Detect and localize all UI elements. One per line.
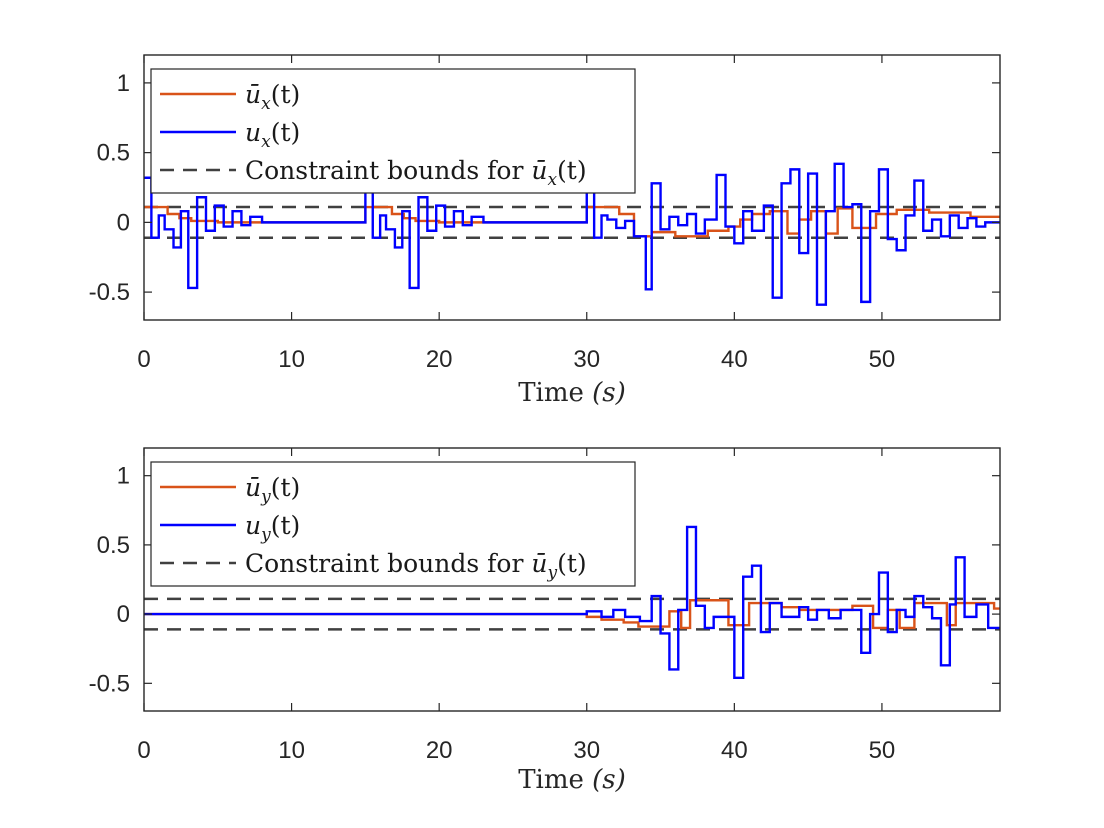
bottom-ytick-label: -0.5 — [89, 670, 130, 697]
top-legend-label-actual: ux(t) — [245, 118, 300, 152]
top-ytick-label: 1 — [117, 70, 130, 97]
bottom-ytick-label: 1 — [117, 463, 130, 490]
bottom-series-actual-line — [144, 525, 1000, 679]
bottom-xtick-label: 20 — [426, 737, 453, 764]
bottom-legend: ūy(t) uy(t) Constraint bounds for ūy(t) — [150, 461, 636, 587]
bottom-xlabel: Time (s) — [518, 765, 626, 795]
top-xtick-label: 10 — [278, 346, 305, 373]
bottom-ytick-label: 0.5 — [97, 532, 130, 559]
top-ticks: 0 10 20 30 40 50 1 0.5 0 -0.5 — [89, 55, 1000, 373]
bottom-xtick-label: 40 — [721, 737, 748, 764]
bottom-ytick-label: 0 — [117, 601, 130, 628]
bottom-legend-label-bounds: Constraint bounds for ūy(t) — [245, 549, 587, 583]
bottom-xtick-label: 0 — [137, 737, 150, 764]
bottom-plot-lines — [144, 525, 1000, 679]
top-subplot: 0 10 20 30 40 50 1 0.5 0 -0.5 Time (s) ūx(t) ux(t… — [89, 54, 1001, 408]
top-xtick-label: 40 — [721, 346, 748, 373]
top-legend-label-bounds: Constraint bounds for ūx(t) — [245, 156, 587, 190]
top-xtick-label: 20 — [426, 346, 453, 373]
top-plot-lines — [144, 162, 1000, 306]
top-series-actual-line — [144, 162, 1000, 306]
bottom-xtick-label: 10 — [278, 737, 305, 764]
bottom-xtick-label: 50 — [869, 737, 896, 764]
bottom-ticks: 0 10 20 30 40 50 1 0.5 0 -0.5 — [89, 448, 1000, 764]
bottom-subplot: 0 10 20 30 40 50 1 0.5 0 -0.5 Time (s) ūy(t) uy(t… — [89, 447, 1001, 795]
top-xtick-label: 0 — [137, 346, 150, 373]
top-xtick-label: 50 — [869, 346, 896, 373]
top-legend: ūx(t) ux(t) Constraint bounds for ūx(t) — [150, 68, 636, 194]
top-xlabel: Time (s) — [518, 378, 626, 408]
bottom-legend-label-actual: uy(t) — [245, 511, 300, 545]
bottom-xtick-label: 30 — [573, 737, 600, 764]
top-ytick-label: 0 — [117, 209, 130, 236]
top-xtick-label: 30 — [573, 346, 600, 373]
top-ytick-label: -0.5 — [89, 279, 130, 306]
top-legend-label-nominal: ūx(t) — [245, 80, 300, 114]
top-ytick-label: 0.5 — [97, 140, 130, 167]
bottom-legend-label-nominal: ūy(t) — [245, 473, 300, 507]
bottom-axes-box — [143, 447, 1001, 712]
top-axes-box — [143, 54, 1001, 321]
